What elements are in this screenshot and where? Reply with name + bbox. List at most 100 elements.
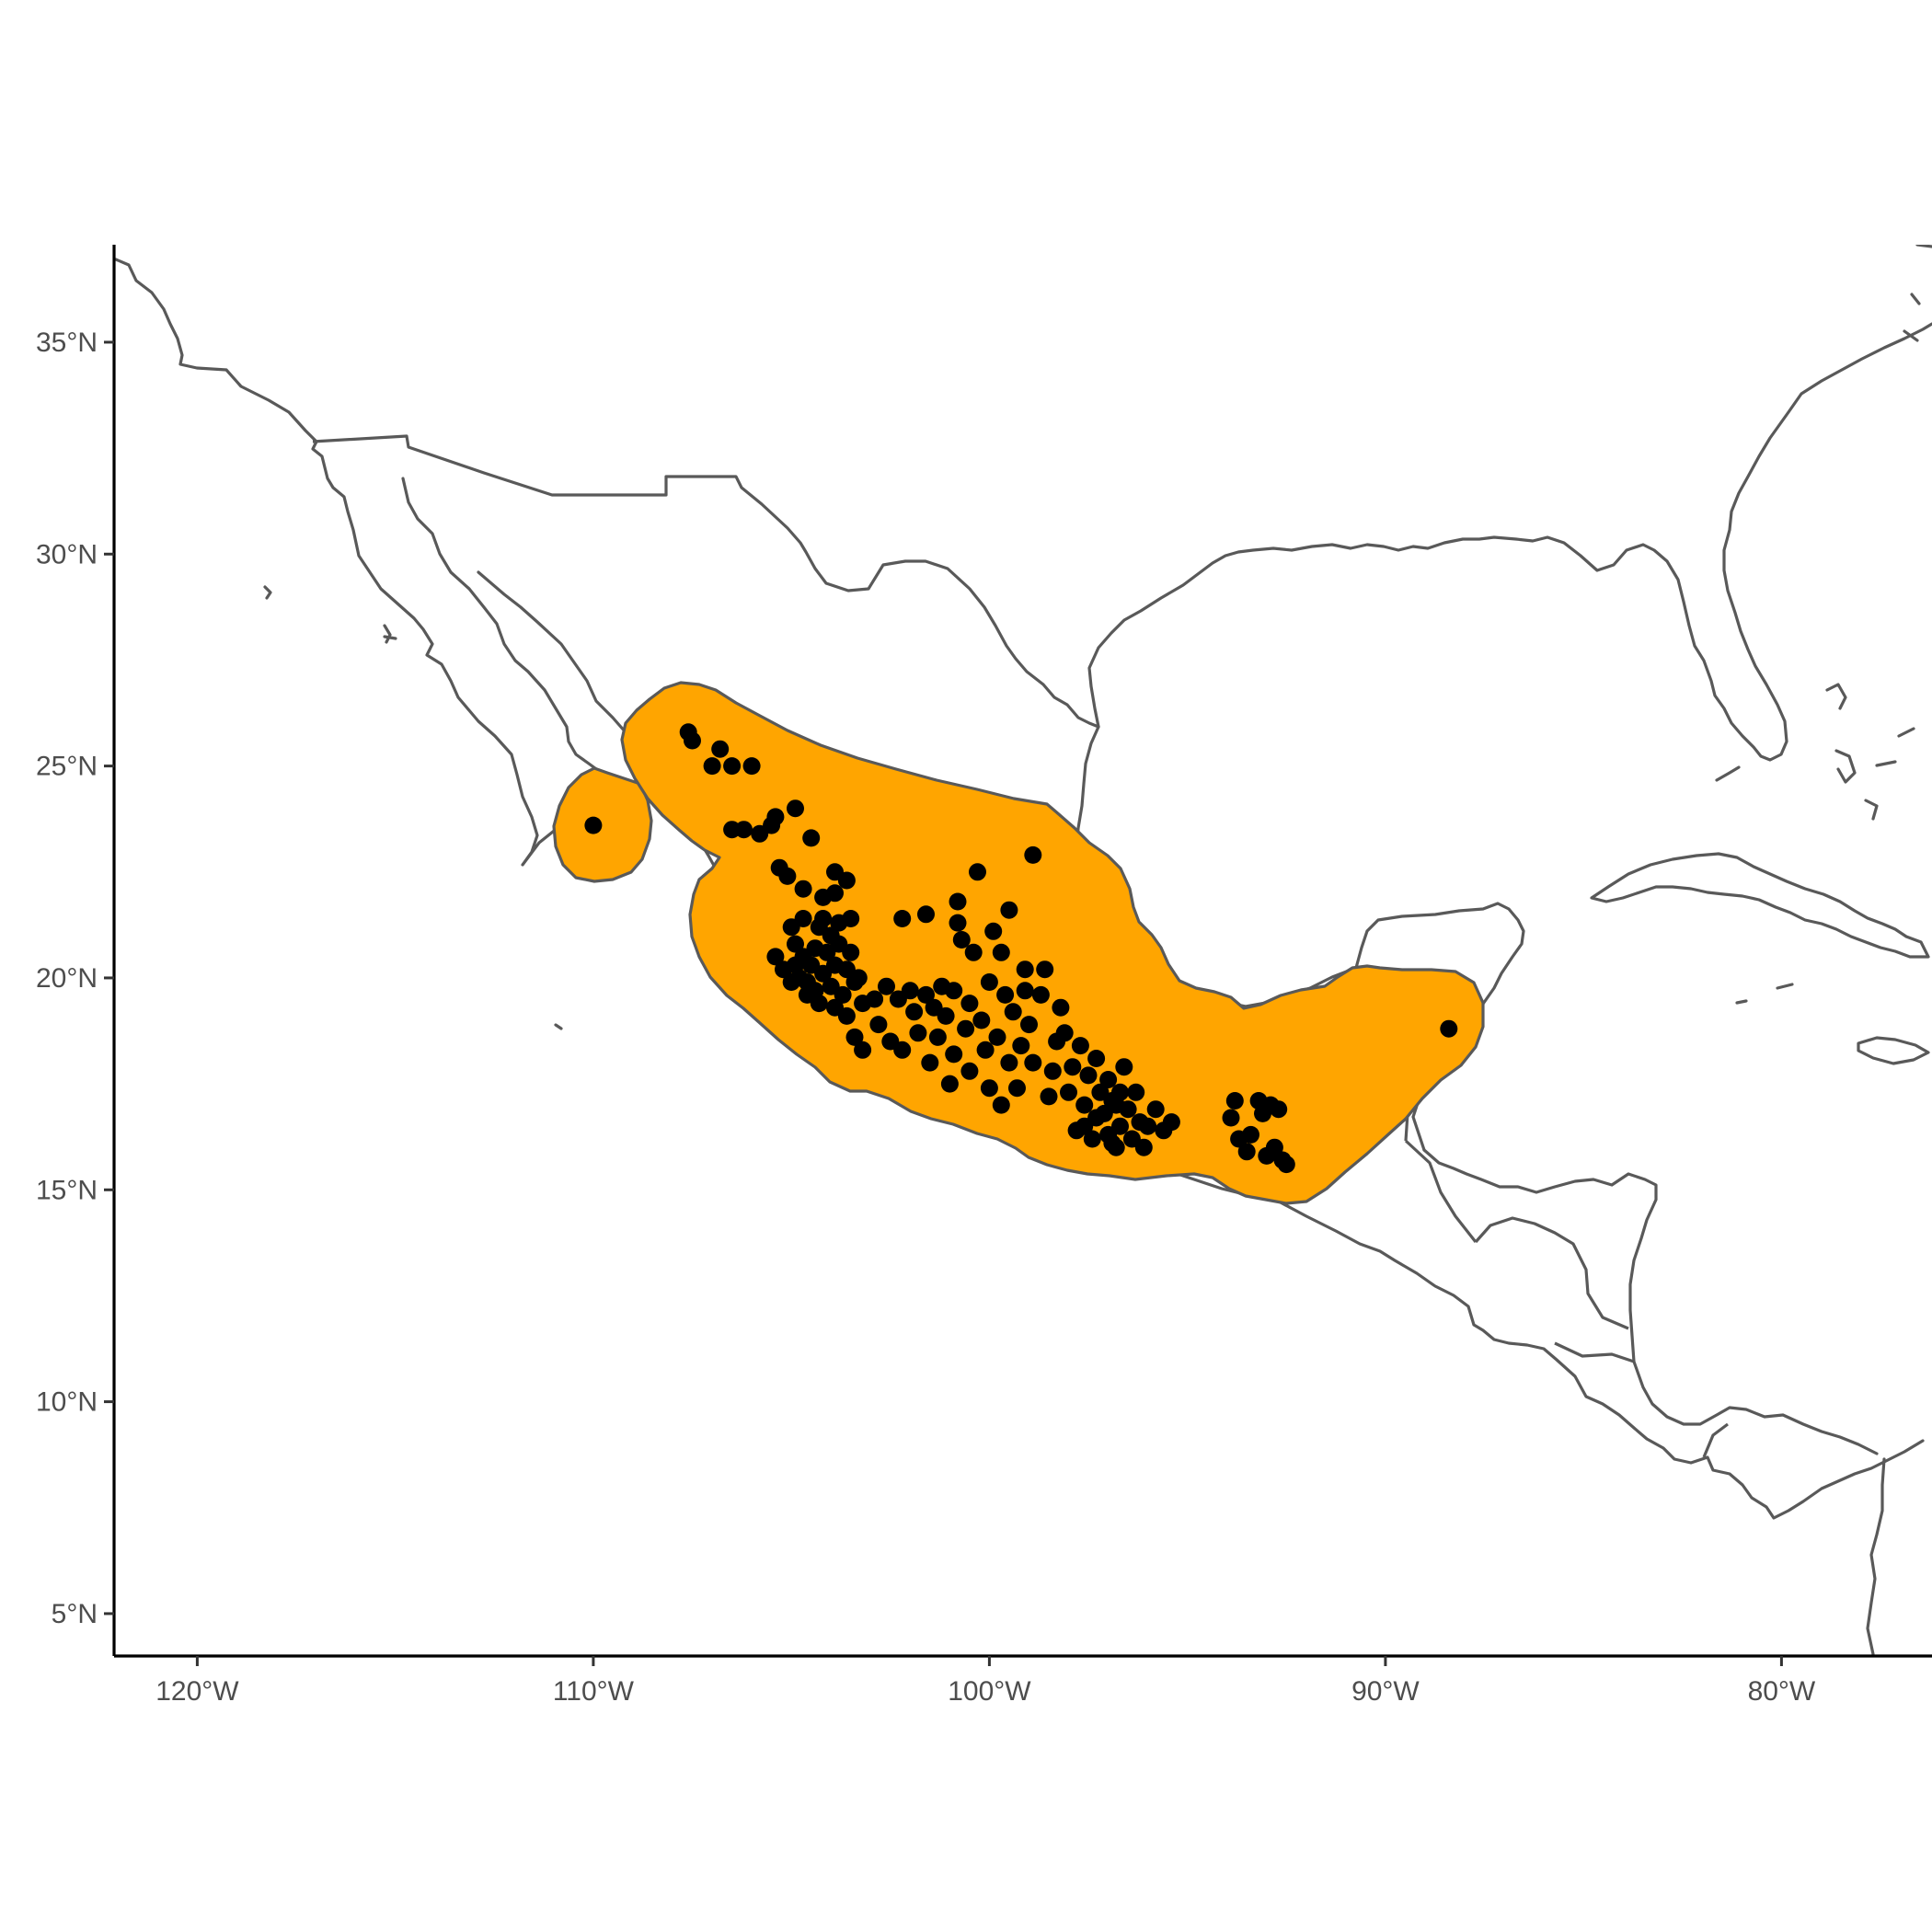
y-axis-ticks: 35°N 30°N 25°N 20°N 15°N 10°N 5°N bbox=[36, 328, 114, 1629]
us-mexico-border bbox=[312, 434, 1099, 729]
occurrence-point bbox=[909, 1024, 927, 1042]
jamaica-coastline bbox=[1857, 1036, 1930, 1065]
occurrence-point bbox=[1146, 1100, 1165, 1119]
occurrence-point bbox=[766, 948, 785, 966]
y-tick-label: 35°N bbox=[36, 328, 98, 358]
occurrence-point bbox=[1024, 845, 1042, 864]
occurrence-point bbox=[1139, 1117, 1157, 1135]
occurrence-point bbox=[842, 943, 860, 961]
occurrence-point bbox=[787, 935, 804, 953]
occurrence-point bbox=[964, 943, 983, 961]
occurrence-point bbox=[849, 969, 868, 987]
occurrence-point bbox=[837, 871, 856, 890]
occurrence-point bbox=[1052, 998, 1070, 1017]
occurrence-point bbox=[1119, 1100, 1137, 1119]
occurrence-point bbox=[969, 863, 986, 881]
occurrence-point bbox=[742, 757, 761, 776]
occurrence-point bbox=[893, 1041, 912, 1059]
y-tick-label: 30°N bbox=[36, 539, 98, 569]
occurrence-point bbox=[1000, 1053, 1018, 1072]
occurrence-point bbox=[949, 914, 967, 932]
occurrence-point bbox=[1083, 1130, 1101, 1148]
occurrence-point bbox=[988, 1028, 1006, 1046]
y-tick-label: 15°N bbox=[36, 1175, 98, 1205]
baja-east-coastline bbox=[401, 477, 611, 780]
occurrence-point bbox=[1162, 1113, 1180, 1132]
occurrence-point bbox=[917, 985, 935, 1004]
occurrence-point bbox=[1099, 1071, 1118, 1088]
y-tick-label: 25°N bbox=[36, 752, 98, 782]
small-islands bbox=[263, 585, 1794, 1030]
occurrence-point bbox=[1127, 1083, 1145, 1101]
x-axis-ticks: 120°W 110°W 100°W 90°W 80°W bbox=[155, 1656, 1816, 1707]
occurrence-point bbox=[1075, 1117, 1094, 1135]
occurrence-point bbox=[1103, 1092, 1121, 1110]
occurrence-point bbox=[1043, 1062, 1062, 1080]
occurrence-point bbox=[980, 973, 998, 991]
occurrence-point bbox=[1440, 1019, 1458, 1038]
occurrence-point bbox=[878, 977, 895, 995]
occurrence-point bbox=[826, 884, 844, 903]
occurrence-point bbox=[1008, 1079, 1026, 1098]
occurrence-point bbox=[1055, 1024, 1074, 1042]
map-panel bbox=[114, 245, 1932, 1656]
occurrence-point bbox=[735, 821, 753, 839]
occurrence-point bbox=[1075, 1096, 1094, 1114]
occurrence-point bbox=[794, 910, 812, 927]
occurrence-point bbox=[976, 1041, 995, 1059]
occurrence-point bbox=[957, 1019, 975, 1038]
occurrence-point bbox=[794, 880, 812, 898]
occurrence-point bbox=[917, 905, 935, 924]
occurrence-point bbox=[945, 982, 963, 1000]
occurrence-point bbox=[1225, 1092, 1244, 1110]
occurrence-point bbox=[866, 990, 884, 1008]
x-tick-label: 120°W bbox=[155, 1676, 239, 1707]
occurrence-point bbox=[1099, 1125, 1118, 1144]
occurrence-point bbox=[1115, 1058, 1133, 1076]
occurrence-point bbox=[1079, 1066, 1098, 1085]
occurrence-point bbox=[802, 829, 821, 847]
occurrence-point bbox=[1031, 985, 1050, 1004]
occurrence-point bbox=[921, 1053, 939, 1072]
occurrence-point bbox=[1060, 1083, 1077, 1101]
occurrence-point bbox=[1258, 1146, 1276, 1165]
occurrence-point bbox=[782, 973, 800, 991]
occurrence-point bbox=[901, 982, 919, 1000]
occurrence-point bbox=[684, 731, 701, 750]
occurrence-point bbox=[1036, 960, 1054, 979]
occurrence-point bbox=[928, 1028, 947, 1046]
occurrence-point bbox=[787, 799, 804, 818]
occurrence-point bbox=[1107, 1138, 1125, 1156]
occurrence-point bbox=[940, 1075, 959, 1093]
occurrence-point bbox=[1016, 960, 1034, 979]
occurrence-point bbox=[980, 1079, 998, 1098]
occurrence-points-layer bbox=[584, 723, 1458, 1174]
occurrence-point bbox=[1040, 1087, 1058, 1106]
occurrence-point bbox=[1134, 1138, 1153, 1156]
occurrence-point bbox=[1064, 1058, 1082, 1076]
occurrence-point bbox=[1020, 1016, 1038, 1034]
south-america-coastline bbox=[1866, 1457, 1886, 1656]
occurrence-point bbox=[798, 985, 816, 1004]
occurrence-point bbox=[1237, 1143, 1256, 1161]
occurrence-point bbox=[1004, 1003, 1022, 1021]
x-tick-label: 80°W bbox=[1748, 1676, 1816, 1707]
occurrence-point bbox=[1000, 901, 1018, 919]
axes: 120°W 110°W 100°W 90°W 80°W 35°N 30°N 25°N 20°N… bbox=[36, 245, 1932, 1707]
occurrence-point bbox=[1024, 1053, 1042, 1072]
occurrence-point bbox=[584, 816, 603, 834]
range-polygon-main bbox=[620, 681, 1485, 1205]
us-east-coastline bbox=[1903, 245, 1932, 342]
occurrence-point bbox=[952, 931, 971, 949]
cuba-coastline bbox=[1590, 852, 1930, 959]
occurrence-point bbox=[972, 1011, 991, 1029]
bahamas-islands bbox=[1715, 683, 1915, 821]
occurrence-point bbox=[1016, 982, 1034, 1000]
x-tick-label: 110°W bbox=[553, 1676, 635, 1707]
occurrence-point bbox=[960, 1062, 979, 1080]
central-america-caribbean-coast bbox=[1422, 1148, 1879, 1455]
occurrence-point bbox=[984, 922, 1003, 940]
occurrence-point bbox=[830, 914, 848, 932]
occurrence-point bbox=[937, 1006, 955, 1025]
